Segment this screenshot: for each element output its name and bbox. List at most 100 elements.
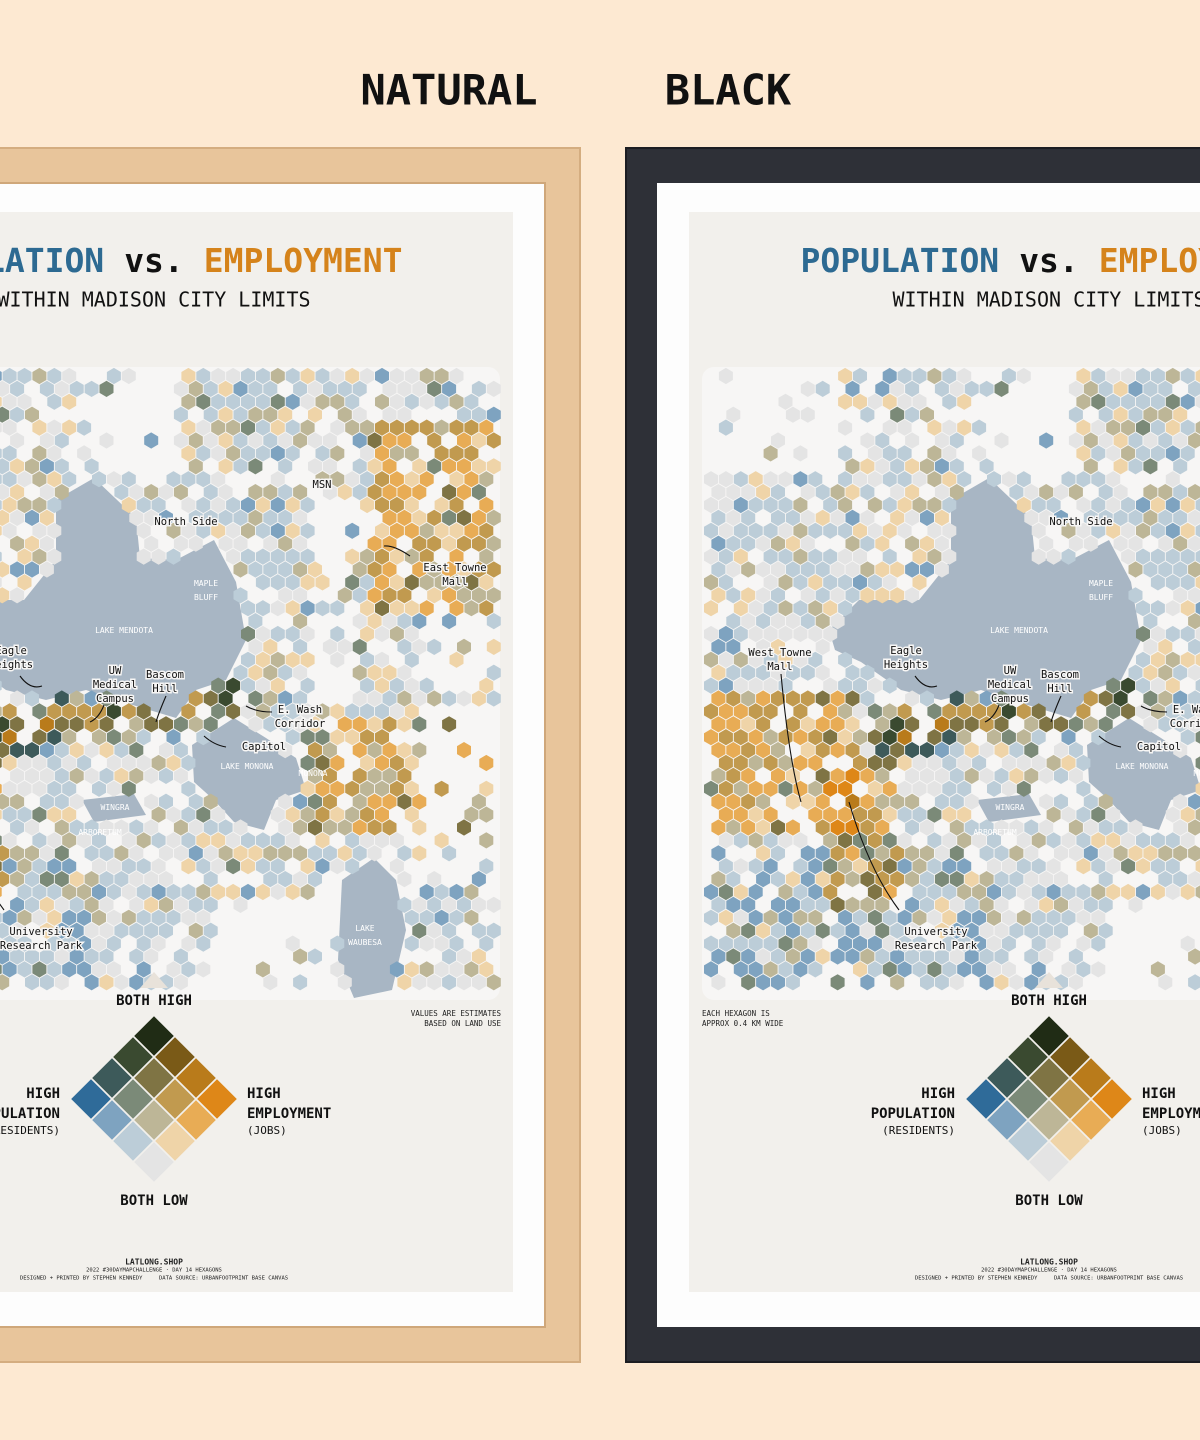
hexagon	[1068, 819, 1083, 836]
hexagon	[830, 561, 845, 578]
hexagon	[748, 806, 763, 823]
hexagon	[1061, 548, 1076, 565]
hexagon	[942, 883, 957, 901]
hexagon	[912, 961, 927, 978]
hexagon	[875, 716, 890, 733]
hexagon	[1165, 393, 1180, 410]
hexagon	[1024, 767, 1039, 784]
hexagon	[211, 496, 226, 514]
hexagon	[17, 574, 32, 591]
hexagon	[704, 471, 718, 488]
hexagon	[322, 432, 337, 449]
hexagon	[181, 367, 196, 385]
hexagon	[114, 484, 129, 501]
hexagon	[890, 484, 905, 501]
hexagon	[1158, 432, 1173, 449]
hexagon	[964, 896, 979, 913]
legend-cell	[1071, 1058, 1111, 1098]
map-label: LAKE WAUBESA	[348, 924, 382, 947]
hexagon	[778, 780, 793, 797]
hexagon	[1024, 845, 1039, 862]
hexagon	[1054, 922, 1068, 939]
hexagon	[330, 961, 345, 978]
legend-left-line: HIGH	[26, 1086, 60, 1102]
hexagon	[1031, 832, 1046, 849]
hexagon	[293, 819, 308, 836]
hexagon	[121, 496, 136, 514]
hexagon	[121, 832, 136, 849]
hexagon	[397, 845, 412, 862]
hexagon	[1121, 548, 1136, 565]
hexagon	[0, 716, 10, 733]
map-label-line: University	[904, 926, 967, 938]
hexagon	[927, 909, 942, 926]
hexagon	[1180, 548, 1195, 565]
hexagon	[25, 458, 39, 475]
hexagon	[875, 380, 890, 397]
hexagon	[1061, 961, 1076, 978]
hexagon	[987, 832, 1001, 849]
hexagon	[979, 380, 994, 397]
hexagon	[949, 948, 964, 965]
leader-arrow	[19, 675, 43, 688]
leader-arrow	[984, 704, 1000, 723]
hexagon	[1031, 754, 1046, 772]
hexagon	[964, 948, 979, 965]
hexagon	[964, 716, 979, 733]
hexagon	[1188, 690, 1200, 707]
hexagon	[1158, 974, 1173, 991]
hexagon	[920, 896, 934, 913]
hexagon	[270, 574, 285, 591]
hexagon	[330, 419, 345, 436]
hexagon	[748, 883, 763, 901]
hexagon	[218, 535, 233, 552]
legend-cell	[134, 1016, 174, 1056]
hexagon	[412, 458, 427, 475]
hexagon	[181, 419, 196, 436]
hexagon	[726, 871, 741, 888]
hexagon	[905, 767, 920, 784]
map-label-line: MAPLE	[194, 579, 218, 588]
hexagon	[151, 496, 166, 514]
hexagon	[226, 832, 241, 849]
map-label-line: MONONA	[299, 769, 328, 778]
hexagon	[166, 522, 181, 539]
map-label: MONONA	[299, 769, 328, 778]
hexagon	[838, 832, 853, 849]
hexagon	[255, 367, 270, 385]
hexagon	[248, 638, 263, 655]
hexagon	[748, 729, 763, 746]
hexagon	[486, 380, 501, 397]
hexagon	[1188, 638, 1200, 655]
hexagon	[218, 484, 233, 501]
hexagon	[84, 871, 99, 888]
hexagon	[196, 935, 211, 952]
hexagon	[830, 896, 845, 913]
hexagon	[867, 703, 882, 720]
hexagon	[1143, 458, 1158, 475]
hexagon	[957, 883, 972, 901]
hexagon	[1054, 896, 1068, 913]
hexagon	[1180, 393, 1195, 410]
hexagon	[1068, 484, 1083, 501]
hexagon	[352, 690, 367, 707]
map-note-line: EACH HEXAGON IS	[702, 1009, 770, 1018]
hexagon	[718, 858, 733, 875]
hexagon	[890, 974, 905, 991]
hexagon	[860, 948, 875, 965]
hexagon	[1009, 484, 1024, 501]
hexagon	[823, 806, 838, 823]
hexagon	[419, 522, 434, 539]
hexagon	[1128, 535, 1143, 552]
hexagon	[1158, 638, 1173, 655]
hexagon	[927, 703, 942, 720]
hexagon	[994, 716, 1009, 733]
hexagon	[785, 871, 800, 888]
hexagon	[92, 883, 106, 901]
hexagon	[875, 561, 890, 578]
hexagon	[106, 858, 121, 875]
hexagon	[389, 574, 404, 591]
hexagon	[733, 961, 748, 978]
hexagon	[263, 664, 278, 681]
hexagon	[464, 883, 479, 901]
